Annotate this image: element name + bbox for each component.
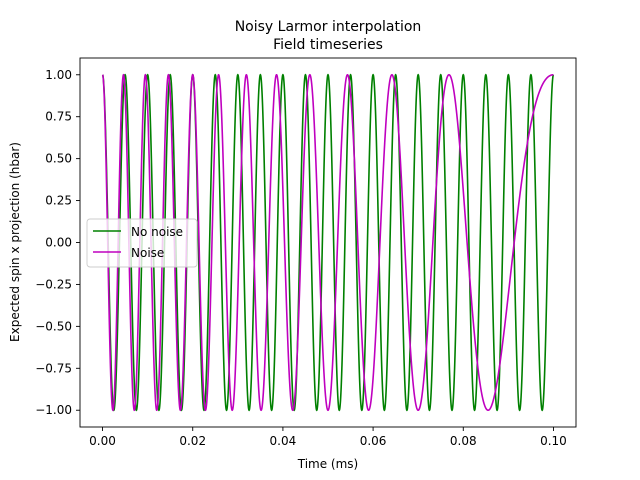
y-tick-label: 1.00 <box>45 68 72 82</box>
x-tick-label: 0.06 <box>360 434 387 448</box>
y-tick-label: −0.25 <box>35 277 72 291</box>
x-axis: 0.00 0.02 0.04 0.06 0.08 0.10 <box>89 427 567 448</box>
y-tick-label: −1.00 <box>35 403 72 417</box>
y-tick-label: 0.75 <box>45 110 72 124</box>
chart-title: Noisy Larmor interpolation <box>235 19 422 35</box>
y-tick-label: 0.50 <box>45 152 72 166</box>
y-axis-label: Expected spin x projection (hbar) <box>8 142 22 342</box>
chart-subtitle: Field timeseries <box>273 37 383 53</box>
x-tick-label: 0.02 <box>179 434 206 448</box>
series-layer <box>101 73 555 412</box>
x-tick-label: 0.10 <box>540 434 567 448</box>
y-tick-label: 0.00 <box>45 236 72 250</box>
x-tick-label: 0.04 <box>270 434 297 448</box>
x-axis-label: Time (ms) <box>297 457 359 471</box>
y-tick-label: 0.25 <box>45 194 72 208</box>
legend-label-no-noise: No noise <box>131 225 183 239</box>
x-tick-label: 0.00 <box>89 434 116 448</box>
legend-label-noise: Noise <box>131 246 164 260</box>
legend: No noise Noise <box>86 218 198 268</box>
y-tick-label: −0.50 <box>35 319 72 333</box>
y-axis: 1.00 0.75 0.50 0.25 0.00 −0.25 −0.50 −0.75 −1.00 <box>35 68 80 417</box>
y-tick-label: −0.75 <box>35 361 72 375</box>
series-line-no-noise <box>101 73 555 412</box>
series-line-noise <box>101 73 554 412</box>
x-tick-label: 0.08 <box>450 434 477 448</box>
